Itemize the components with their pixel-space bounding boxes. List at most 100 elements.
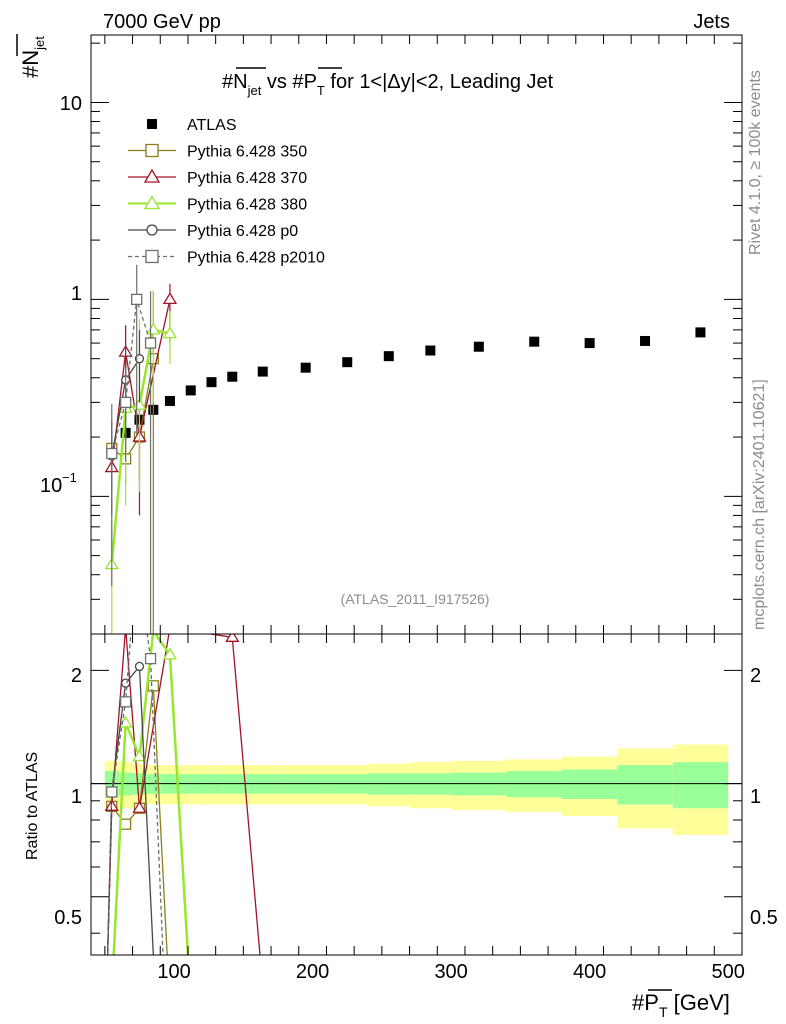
point-pythia-6-428-p2010 xyxy=(144,337,157,349)
legend: ATLAS Pythia 6.428 350 Pythia 6.428 370 Pyt… xyxy=(128,117,325,267)
uncertainty-band-inner xyxy=(561,769,618,799)
ratio-series-group xyxy=(91,634,742,955)
point-atlas xyxy=(164,395,175,406)
point-atlas xyxy=(529,336,540,347)
legend-entry-pythia-6-428-370: Pythia 6.428 370 xyxy=(128,168,307,187)
series-pythia-6-428-380 xyxy=(104,291,178,634)
ratio-point-pythia-6-428-p2010 xyxy=(119,696,132,708)
legend-label: Pythia 6.428 p2010 xyxy=(187,250,325,267)
legend-label: Pythia 6.428 370 xyxy=(187,170,307,187)
main-y-axis-label: #Njet xyxy=(16,34,47,78)
line-pythia-6-428-370 xyxy=(111,299,171,468)
header-process-label: Jets xyxy=(693,11,730,33)
line-pythia-6-428-350 xyxy=(111,358,154,460)
uncertainty-band-inner xyxy=(617,765,673,805)
xtick-label-500: 500 xyxy=(711,961,744,983)
ratio-series-pythia-6-428-p2010 xyxy=(106,634,164,955)
point-atlas xyxy=(227,371,238,382)
ratio-series-pythia-6-428-380 xyxy=(107,634,190,955)
ratio-ytick-label-1: 1 xyxy=(71,786,82,808)
ratio-y-axis-label: Ratio to ATLAS xyxy=(24,752,41,860)
xtick-label-400: 400 xyxy=(573,961,606,983)
main-data-layer xyxy=(104,264,706,634)
point-atlas xyxy=(425,345,436,356)
point-atlas xyxy=(473,341,484,352)
legend-marker-pythia-6-428-370 xyxy=(143,168,161,183)
ratio-ytick-label-2-right: 2 xyxy=(750,665,761,687)
legend-label: Pythia 6.428 p0 xyxy=(187,223,298,240)
ratio-point-pythia-6-428-p0 xyxy=(134,661,145,672)
point-pythia-6-428-p2010 xyxy=(106,447,118,460)
line-pythia-6-428-380 xyxy=(110,328,171,565)
legend-entry-pythia-6-428-p0: Pythia 6.428 p0 xyxy=(128,223,298,240)
legend-marker-atlas xyxy=(147,119,157,129)
ratio-point-pythia-6-428-350 xyxy=(119,818,132,830)
legend-entry-pythia-6-428-350: Pythia 6.428 350 xyxy=(128,144,307,161)
ratio-point-pythia-6-428-p2010 xyxy=(144,652,157,665)
ratio-frame xyxy=(90,633,743,956)
uncertainty-band-inner xyxy=(672,762,729,809)
ratio-point-pythia-6-428-p2010 xyxy=(106,786,118,798)
main-ytick-label-10: 10 xyxy=(60,93,82,115)
legend-entry-pythia-6-428-380: Pythia 6.428 380 xyxy=(128,195,307,214)
legend-marker-pythia-6-428-p0 xyxy=(146,224,158,236)
ratio-point-pythia-6-428-370 xyxy=(132,800,147,813)
analysis-id-watermark: (ATLAS_2011_I917526) xyxy=(341,591,490,607)
ratio-point-pythia-6-428-350 xyxy=(147,680,159,692)
ratio-panel: 2 1 0.5 2 1 0.5 Ratio to ATLAS 100 200 300… xyxy=(24,633,778,1020)
ratio-point-pythia-6-428-p0 xyxy=(120,678,131,688)
point-pythia-6-428-380 xyxy=(146,322,161,335)
point-atlas xyxy=(342,357,353,368)
svg-text:#PT [GeV]: #PT [GeV] xyxy=(632,990,730,1020)
legend-label: Pythia 6.428 350 xyxy=(187,144,307,161)
legend-marker-pythia-6-428-p2010 xyxy=(145,249,159,264)
xtick-label-300: 300 xyxy=(434,961,467,983)
svg-text:10: 10 xyxy=(40,475,62,497)
legend-label: Pythia 6.428 380 xyxy=(187,197,307,214)
header-energy-label: 7000 GeV pp xyxy=(103,11,221,33)
uncertainty-band-inner xyxy=(506,771,562,798)
x-tick-labels: 100 200 300 400 500 xyxy=(157,961,744,983)
xtick-label-100: 100 xyxy=(157,961,190,983)
main-y-ticks xyxy=(91,42,742,635)
ratio-line-pythia-6-428-p2010 xyxy=(106,634,164,955)
svg-text:#Njet vs #PT for 1<|Δy|<2, Lea: #Njet vs #PT for 1<|Δy|<2, Leading Jet xyxy=(222,71,554,98)
main-ytick-label-0.1: 10 −1 xyxy=(40,470,77,497)
main-ytick-label-1: 1 xyxy=(71,283,82,305)
point-atlas xyxy=(257,366,268,377)
point-pythia-6-428-p2010 xyxy=(131,293,143,306)
point-atlas xyxy=(695,327,706,338)
ratio-data-layer xyxy=(91,634,742,955)
legend-label: ATLAS xyxy=(187,117,237,134)
point-pythia-6-428-p0 xyxy=(134,354,145,364)
main-series-group xyxy=(104,264,706,634)
chart-title: #Njet vs #PT for 1<|Δy|<2, Leading Jet xyxy=(222,67,554,98)
point-atlas xyxy=(300,362,311,373)
legend-marker-pythia-6-428-380 xyxy=(143,195,161,210)
ratio-point-pythia-6-428-380 xyxy=(162,647,178,660)
legend-entry-pythia-6-428-p2010: Pythia 6.428 p2010 xyxy=(128,250,325,267)
main-x-ticks xyxy=(104,35,743,634)
point-atlas xyxy=(185,385,196,396)
mcplots-source-label: mcplots.cern.ch [arXiv:2401.10621] xyxy=(751,379,768,630)
point-pythia-6-428-380 xyxy=(162,326,178,339)
svg-text:#Njet: #Njet xyxy=(18,36,47,78)
ratio-ticks xyxy=(91,634,743,955)
ratio-ytick-label-1-right: 1 xyxy=(750,786,761,808)
svg-text:−1: −1 xyxy=(62,470,77,485)
point-atlas xyxy=(206,377,217,388)
x-axis-label: #PT [GeV] xyxy=(632,989,730,1020)
point-atlas xyxy=(584,338,595,349)
ratio-point-pythia-6-428-380 xyxy=(132,749,147,762)
ratio-line-pythia-6-428-380 xyxy=(107,634,190,955)
point-pythia-6-428-370 xyxy=(162,292,178,305)
main-panel: 10 1 10 −1 #Njet #Njet vs #PT for 1<|Δy|… xyxy=(16,34,743,635)
point-atlas xyxy=(640,335,651,346)
legend-entry-atlas: ATLAS xyxy=(147,117,237,134)
ratio-ytick-label-2: 2 xyxy=(71,665,82,687)
ratio-ytick-label-0.5-right: 0.5 xyxy=(750,907,778,929)
rivet-version-label: Rivet 4.1.0, ≥ 100k events xyxy=(747,70,764,255)
point-pythia-6-428-p2010 xyxy=(119,396,132,409)
point-atlas xyxy=(383,351,394,362)
